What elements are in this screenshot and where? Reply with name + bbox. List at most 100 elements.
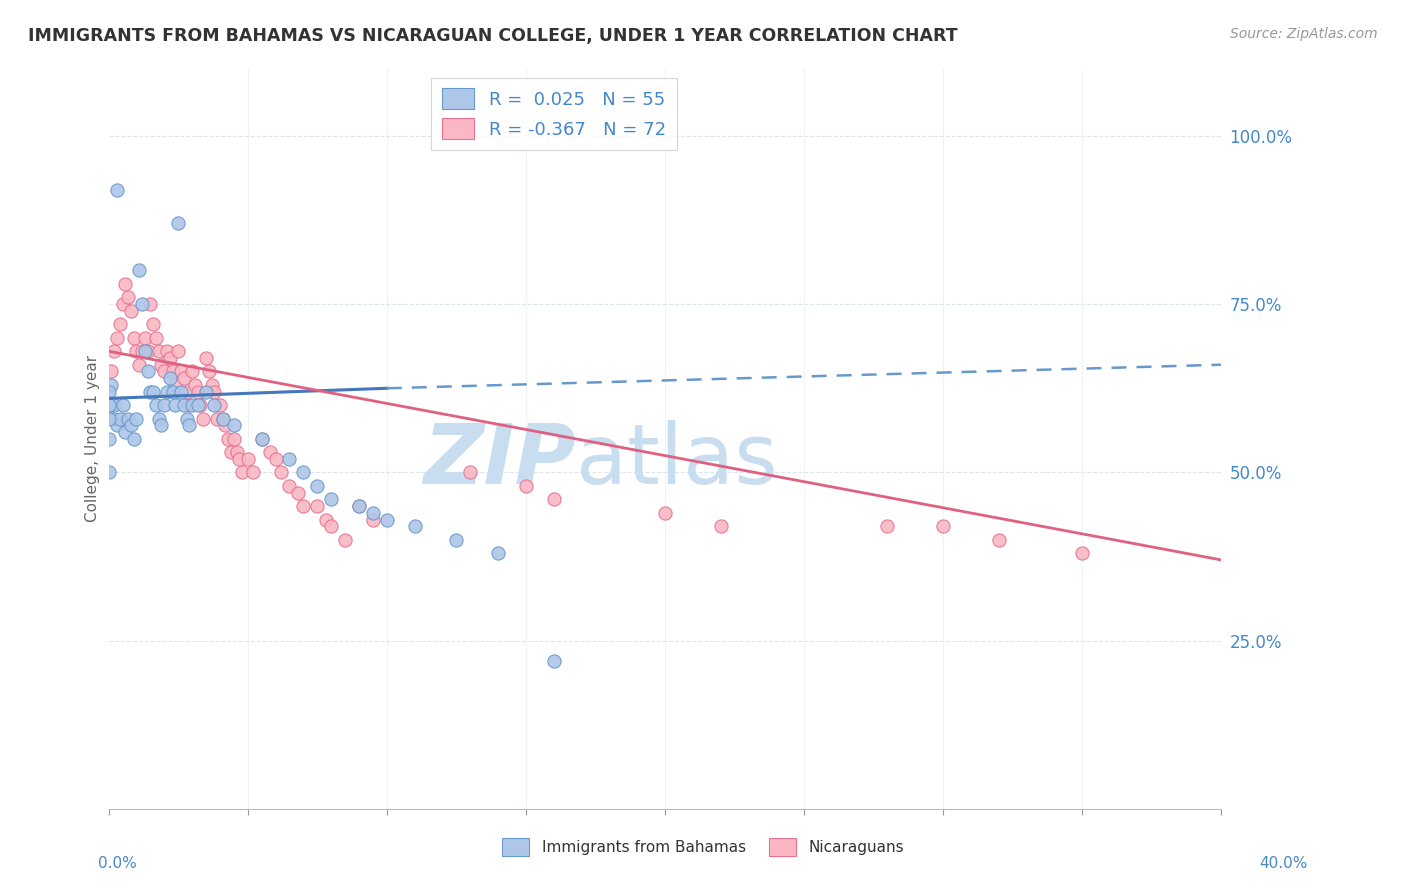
Point — [145, 398, 167, 412]
Point — [987, 533, 1010, 547]
Point — [187, 384, 209, 399]
Point — [117, 411, 139, 425]
Point — [145, 331, 167, 345]
Point — [97, 384, 120, 399]
Point — [515, 479, 537, 493]
Point — [228, 452, 250, 467]
Point — [709, 519, 731, 533]
Point — [108, 318, 131, 332]
Point — [131, 344, 153, 359]
Point — [150, 358, 173, 372]
Point — [153, 364, 176, 378]
Text: atlas: atlas — [576, 420, 778, 501]
Point — [181, 398, 204, 412]
Point — [307, 499, 329, 513]
Point — [264, 452, 287, 467]
Point — [236, 452, 259, 467]
Point — [156, 344, 179, 359]
Legend: R =  0.025   N = 55, R = -0.367   N = 72: R = 0.025 N = 55, R = -0.367 N = 72 — [430, 78, 676, 150]
Point — [486, 546, 509, 560]
Point — [202, 384, 225, 399]
Point — [404, 519, 426, 533]
Point — [193, 411, 215, 425]
Point — [543, 654, 565, 668]
Point — [128, 263, 150, 277]
Point — [139, 384, 162, 399]
Point — [242, 466, 264, 480]
Point — [315, 512, 337, 526]
Point — [134, 344, 156, 359]
Point — [181, 364, 204, 378]
Point — [111, 398, 134, 412]
Point — [179, 418, 201, 433]
Point — [195, 351, 218, 365]
Point — [321, 519, 343, 533]
Point — [292, 466, 315, 480]
Point — [162, 384, 184, 399]
Point — [222, 418, 245, 433]
Point — [361, 512, 384, 526]
Point — [165, 398, 187, 412]
Point — [222, 432, 245, 446]
Point — [167, 344, 190, 359]
Point — [97, 411, 120, 425]
Point — [170, 384, 193, 399]
Point — [187, 398, 209, 412]
Point — [165, 378, 187, 392]
Point — [259, 445, 281, 459]
Point — [134, 331, 156, 345]
Point — [125, 411, 148, 425]
Point — [179, 398, 201, 412]
Point — [543, 492, 565, 507]
Point — [131, 297, 153, 311]
Point — [148, 411, 170, 425]
Point — [122, 331, 145, 345]
Point — [195, 384, 218, 399]
Point — [125, 344, 148, 359]
Point — [375, 512, 398, 526]
Point — [202, 398, 225, 412]
Point — [876, 519, 898, 533]
Point — [114, 277, 136, 291]
Point — [184, 378, 207, 392]
Point — [205, 411, 228, 425]
Point — [190, 398, 212, 412]
Point — [654, 506, 676, 520]
Point — [347, 499, 370, 513]
Point — [153, 398, 176, 412]
Point — [173, 398, 195, 412]
Point — [156, 384, 179, 399]
Point — [176, 384, 198, 399]
Point — [111, 297, 134, 311]
Point — [122, 432, 145, 446]
Text: 40.0%: 40.0% — [1260, 856, 1308, 871]
Point — [458, 466, 481, 480]
Point — [136, 344, 159, 359]
Text: IMMIGRANTS FROM BAHAMAS VS NICARAGUAN COLLEGE, UNDER 1 YEAR CORRELATION CHART: IMMIGRANTS FROM BAHAMAS VS NICARAGUAN CO… — [28, 27, 957, 45]
Point — [103, 398, 125, 412]
Point — [159, 351, 181, 365]
Point — [105, 183, 128, 197]
Point — [211, 411, 233, 425]
Point — [120, 303, 142, 318]
Point — [231, 466, 253, 480]
Point — [167, 216, 190, 230]
Point — [347, 499, 370, 513]
Point — [173, 371, 195, 385]
Text: ZIP: ZIP — [423, 420, 576, 501]
Point — [103, 411, 125, 425]
Point — [100, 378, 122, 392]
Point — [214, 418, 236, 433]
Point — [278, 479, 301, 493]
Point — [208, 398, 231, 412]
Point — [197, 364, 219, 378]
Point — [114, 425, 136, 439]
Point — [97, 398, 120, 412]
Point — [217, 432, 239, 446]
Point — [100, 398, 122, 412]
Text: 0.0%: 0.0% — [98, 856, 138, 871]
Point — [1071, 546, 1094, 560]
Point — [162, 364, 184, 378]
Point — [446, 533, 468, 547]
Point — [97, 466, 120, 480]
